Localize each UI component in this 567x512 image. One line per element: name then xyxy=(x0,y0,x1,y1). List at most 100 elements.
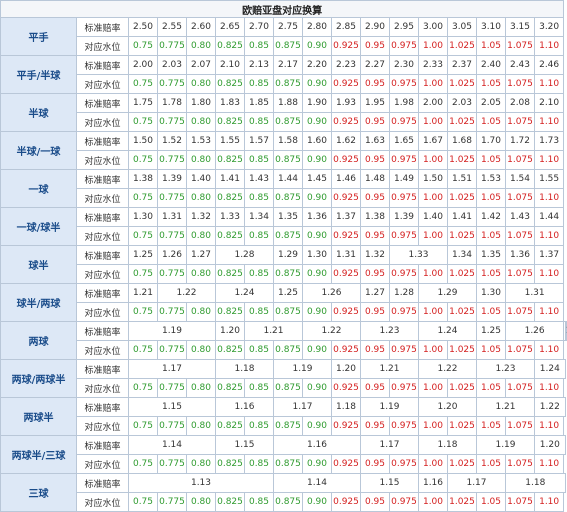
water-cell: 0.75 xyxy=(128,188,158,208)
water-cell: 0.90 xyxy=(302,340,332,360)
water-cell: 1.025 xyxy=(447,188,477,208)
odds-row: 球半 标准赔率 1.25 1.26 1.27 1.28 1.29 1.30 1.31 1.32 1.… xyxy=(0,245,567,284)
water-cell: 0.925 xyxy=(331,454,361,474)
row-label-odds: 标准赔率 xyxy=(76,283,129,303)
water-cell: 1.075 xyxy=(505,112,535,132)
water-cell: 0.825 xyxy=(215,340,245,360)
water-cell: 0.85 xyxy=(244,36,274,56)
water-cell: 0.85 xyxy=(244,188,274,208)
odds-cell: 1.19 xyxy=(476,435,535,455)
water-cell: 1.00 xyxy=(418,378,448,398)
water-row: 对应水位 0.75 0.775 0.80 0.825 0.85 0.875 0.90 0.925… xyxy=(1,226,567,246)
water-cell: 1.025 xyxy=(447,454,477,474)
odds-cell: 1.21 xyxy=(360,359,419,379)
water-cell: 0.875 xyxy=(273,454,303,474)
water-row: 对应水位 0.75 0.775 0.80 0.825 0.85 0.875 0.90 0.925… xyxy=(1,302,567,322)
odds-row: 球半/两球 标准赔率 1.21 1.22 1.24 1.25 1.26 1.27 1.28 1.2… xyxy=(0,283,567,322)
odds-cell: 3.15 xyxy=(505,17,535,37)
odds-cell: 1.54 xyxy=(505,169,535,189)
water-cell: 0.775 xyxy=(157,36,187,56)
water-cell: 0.95 xyxy=(360,112,390,132)
water-cell: 0.775 xyxy=(157,492,187,512)
water-cell: 0.80 xyxy=(186,74,216,94)
water-row: 对应水位 0.75 0.775 0.80 0.825 0.85 0.875 0.90 0.925… xyxy=(1,340,567,360)
odds-row: 一球/球半 标准赔率 1.30 1.31 1.32 1.33 1.34 1.35 1.36 1.3… xyxy=(0,207,567,246)
water-cell: 0.775 xyxy=(157,226,187,246)
water-cell: 0.925 xyxy=(331,112,361,132)
odds-cell: 1.83 xyxy=(215,93,245,113)
water-cell: 0.775 xyxy=(157,74,187,94)
water-cell: 0.95 xyxy=(360,264,390,284)
odds-cell: 3.05 xyxy=(447,17,477,37)
odds-cell: 1.55 xyxy=(215,131,245,151)
water-cell: 1.05 xyxy=(476,36,506,56)
odds-cell: 1.49 xyxy=(389,169,419,189)
water-cell: 0.775 xyxy=(157,112,187,132)
water-cell: 0.75 xyxy=(128,416,158,436)
odds-cell: 1.53 xyxy=(186,131,216,151)
water-cell: 0.875 xyxy=(273,264,303,284)
odds-cell: 1.22 xyxy=(302,321,361,341)
odds-cell: 1.53 xyxy=(476,169,506,189)
water-cell: 0.90 xyxy=(302,188,332,208)
row-label-water: 对应水位 xyxy=(76,492,129,512)
odds-row: 半球 标准赔率 1.75 1.78 1.80 1.83 1.85 1.88 1.90 1.93 1.… xyxy=(0,93,567,132)
water-cell: 0.85 xyxy=(244,454,274,474)
odds-cell: 1.33 xyxy=(389,245,448,265)
water-cell: 0.75 xyxy=(128,226,158,246)
water-cell: 1.10 xyxy=(533,378,565,398)
water-cell: 0.95 xyxy=(360,454,390,474)
water-cell: 0.875 xyxy=(273,492,303,512)
odds-cell: 1.24 xyxy=(215,283,274,303)
odds-cell: 1.35 xyxy=(273,207,303,227)
handicap-label: 平手/半球 xyxy=(0,55,77,94)
odds-cell: 1.37 xyxy=(331,207,361,227)
odds-cell: 2.90 xyxy=(360,17,390,37)
water-cell: 0.775 xyxy=(157,454,187,474)
water-cell: 1.00 xyxy=(418,492,448,512)
water-cell: 1.075 xyxy=(505,302,535,322)
odds-cell: 1.39 xyxy=(389,207,419,227)
odds-cell: 1.27 xyxy=(186,245,216,265)
water-cell: 0.975 xyxy=(389,188,419,208)
odds-cell: 2.43 xyxy=(505,55,535,75)
water-cell: 1.10 xyxy=(533,340,565,360)
odds-cell: 2.23 xyxy=(331,55,361,75)
row-label-water: 对应水位 xyxy=(76,302,129,322)
water-cell: 1.075 xyxy=(505,416,535,436)
water-cell: 0.775 xyxy=(157,340,187,360)
odds-row: 平手 标准赔率 2.50 2.55 2.60 2.65 2.70 2.75 2.80 2.85 2.… xyxy=(0,17,567,56)
odds-cell: 1.17 xyxy=(360,435,419,455)
water-cell: 0.925 xyxy=(331,302,361,322)
water-cell: 1.00 xyxy=(418,150,448,170)
odds-cell: 1.57 xyxy=(244,131,274,151)
water-cell: 1.00 xyxy=(418,264,448,284)
water-cell: 0.825 xyxy=(215,378,245,398)
odds-cell: 2.70 xyxy=(244,17,274,37)
odds-cell: 1.39 xyxy=(157,169,187,189)
odds-cell: 2.80 xyxy=(302,17,332,37)
odds-cell: 1.73 xyxy=(533,131,565,151)
odds-cell: 2.13 xyxy=(244,55,274,75)
odds-cell: 1.17 xyxy=(273,397,332,417)
odds-cell: 3.20 xyxy=(533,17,565,37)
water-cell: 1.10 xyxy=(533,74,565,94)
water-cell: 0.80 xyxy=(186,340,216,360)
water-cell: 1.025 xyxy=(447,378,477,398)
water-cell: 0.825 xyxy=(215,112,245,132)
water-cell: 0.80 xyxy=(186,226,216,246)
water-cell: 1.10 xyxy=(533,416,565,436)
water-cell: 0.95 xyxy=(360,416,390,436)
water-cell: 1.075 xyxy=(505,150,535,170)
odds-cell: 1.25 xyxy=(273,283,303,303)
water-cell: 1.05 xyxy=(476,492,506,512)
water-cell: 1.10 xyxy=(533,150,565,170)
water-cell: 1.10 xyxy=(533,112,565,132)
water-cell: 1.075 xyxy=(505,74,535,94)
odds-cell: 1.28 xyxy=(215,245,274,265)
handicap-label: 半球 xyxy=(0,93,77,132)
odds-cell: 1.36 xyxy=(302,207,332,227)
water-cell: 0.85 xyxy=(244,150,274,170)
water-cell: 0.75 xyxy=(128,112,158,132)
